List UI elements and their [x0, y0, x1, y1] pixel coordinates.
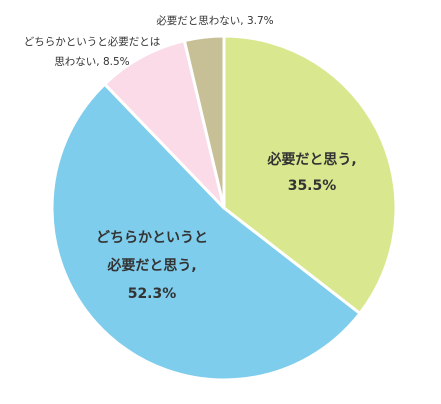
pie-slice-4	[182, 34, 226, 210]
pie-slices	[50, 34, 398, 382]
pie-label-4: 必要だと思わない, 3.7%	[156, 14, 273, 27]
pie-label-2-line-1: どちらかというと	[96, 230, 208, 246]
pie-label-4-line-1: 必要だと思わない, 3.7%	[156, 14, 273, 27]
pie-label-2: どちらかというと必要だと思う, 52.3%	[96, 230, 208, 302]
pie-label-3: どちらかというと必要だとは思わない, 8.5%	[24, 35, 161, 68]
pie-label-2-line-2: 必要だと思う,	[106, 257, 196, 274]
pie-label-3-line-1: どちらかというと必要だとは	[24, 35, 161, 48]
pie-slice-1	[222, 34, 398, 315]
pie-slice-2	[50, 82, 362, 382]
pie-label-3-line-2: 思わない, 8.5%	[54, 56, 129, 68]
pie-label-2-line-3: 52.3%	[128, 286, 177, 302]
pie-label-1-line-2: 35.5%	[288, 178, 337, 194]
pie-labels: 必要だと思う, 35.5%どちらかというと必要だと思う, 52.3%どちらかというと…	[24, 14, 357, 302]
pie-label-1-line-1: 必要だと思う,	[266, 151, 356, 168]
pie-label-1: 必要だと思う, 35.5%	[266, 151, 356, 194]
